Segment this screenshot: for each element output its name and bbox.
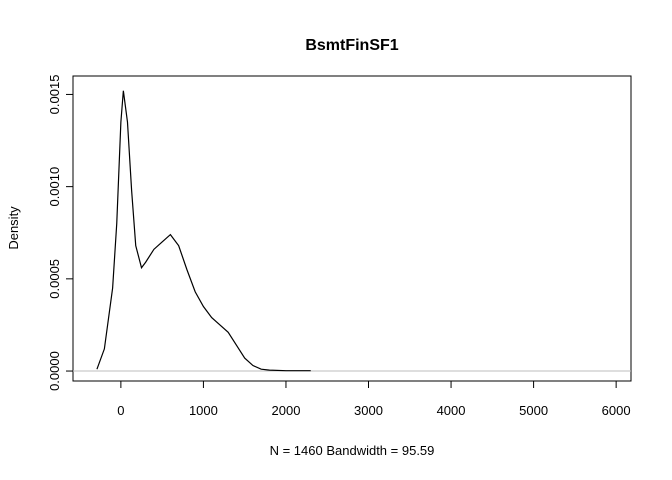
y-tick-label: 0.0010 (47, 167, 62, 207)
x-tick-label: 1000 (189, 403, 218, 418)
y-tick-label: 0.0000 (47, 351, 62, 391)
x-axis-label: N = 1460 Bandwidth = 95.59 (270, 443, 435, 458)
chart-title: BsmtFinSF1 (305, 37, 398, 54)
plot-box (72, 75, 632, 382)
x-tick-label: 2000 (272, 403, 301, 418)
x-tick-label: 4000 (437, 403, 466, 418)
x-tick-label: 5000 (519, 403, 548, 418)
x-tick-label: 3000 (354, 403, 383, 418)
y-tick-label: 0.0015 (47, 75, 62, 115)
x-tick-label: 6000 (602, 403, 631, 418)
y-tick-label: 0.0005 (47, 259, 62, 299)
x-tick-label: 0 (117, 403, 124, 418)
y-axis-label: Density (6, 206, 21, 250)
density-line (96, 90, 311, 372)
